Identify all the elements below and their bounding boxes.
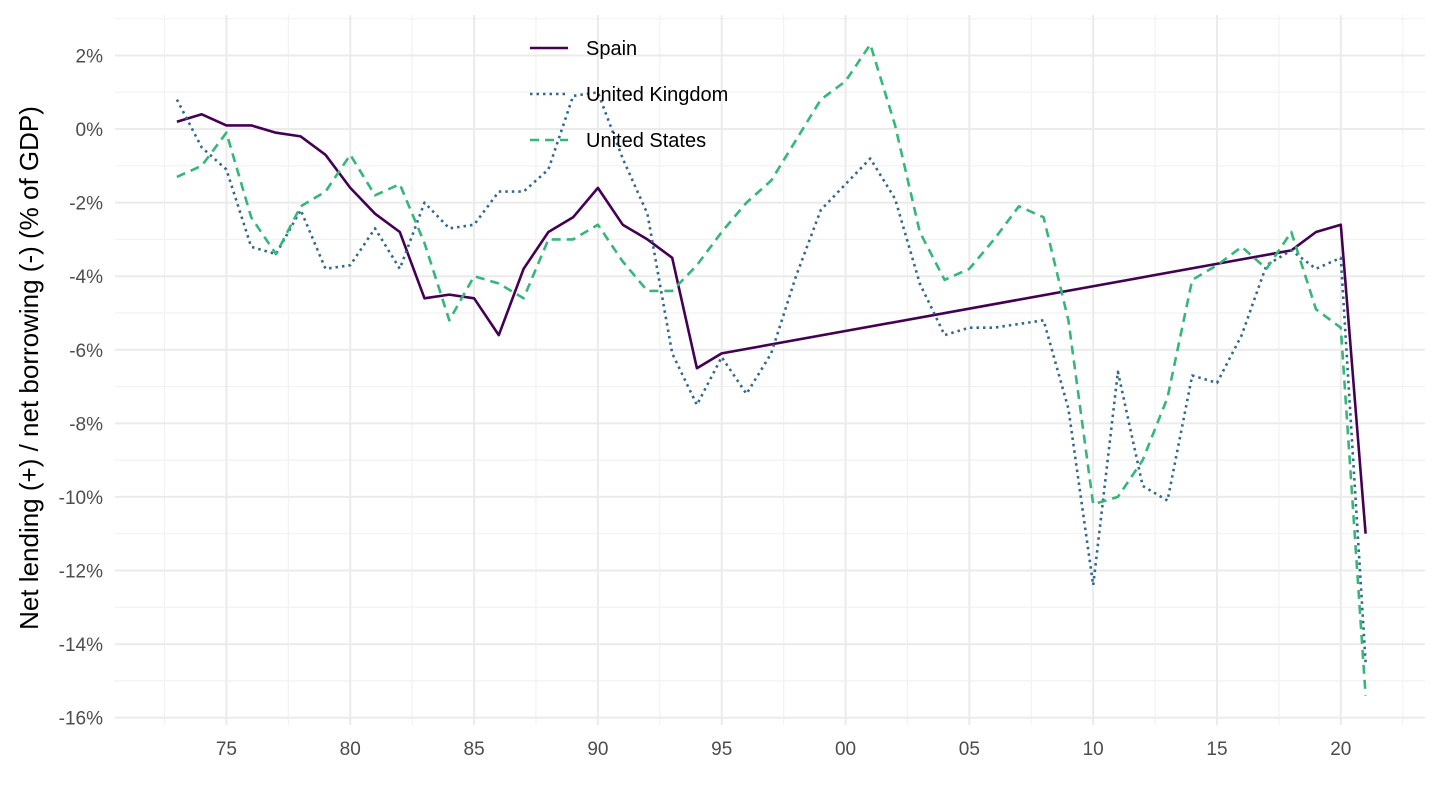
y-axis-title: Net lending (+) / net borrowing (-) (% o… [14,106,44,630]
grid-major [115,15,1425,725]
x-tick-label: 15 [1206,739,1227,760]
y-tick-label: 2% [76,46,104,67]
y-tick-label: -4% [69,267,103,288]
x-tick-label: 90 [587,739,608,760]
legend: Spain United Kingdom United States [530,38,728,152]
x-tick-label: 20 [1330,739,1351,760]
x-tick-labels: 75 80 85 90 95 00 05 10 15 20 [216,739,1352,760]
y-tick-label: 0% [76,120,104,141]
x-tick-label: 80 [340,739,361,760]
x-tick-label: 05 [959,739,980,760]
x-tick-label: 00 [835,739,856,760]
x-tick-label: 75 [216,739,237,760]
x-tick-label: 10 [1083,739,1104,760]
series-layer [175,43,1367,696]
legend-label: United States [586,130,706,152]
legend-label: Spain [586,38,637,60]
y-tick-label: -10% [59,488,103,509]
y-tick-label: -2% [69,194,103,215]
legend-label: United Kingdom [586,84,728,106]
x-tick-label: 85 [464,739,485,760]
series-line-united-kingdom [175,91,1367,663]
series-line-united-states [176,43,1367,696]
y-tick-labels: 2% 0% -2% -4% -6% -8% -10% -12% -14% -16% [59,46,103,729]
x-tick-label: 95 [711,739,732,760]
y-tick-label: -6% [69,341,103,362]
series-line-spain [176,113,1367,534]
y-tick-label: -8% [69,414,103,435]
y-tick-label: -12% [59,561,103,582]
y-tick-label: -16% [59,709,103,730]
grid-minor [115,15,1425,725]
y-tick-label: -14% [59,635,103,656]
